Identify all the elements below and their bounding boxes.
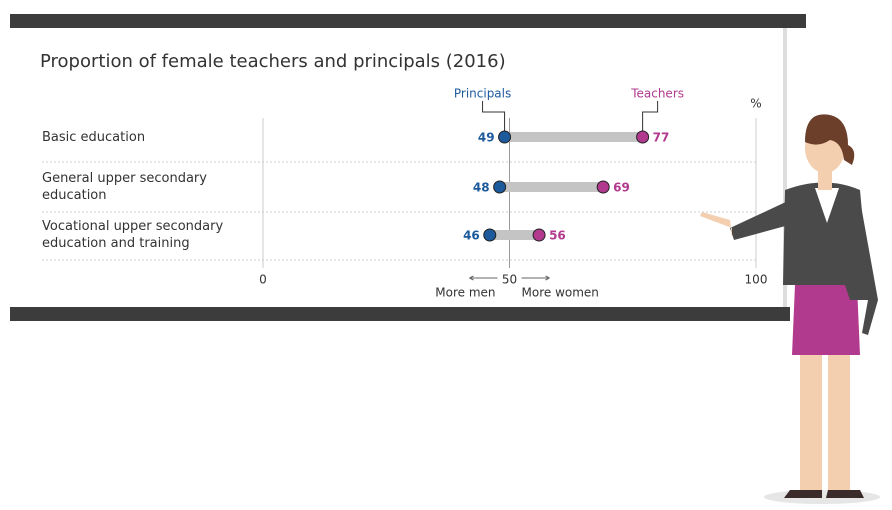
dot: [483, 228, 497, 242]
category-label: Vocational upper secondary education and…: [42, 219, 224, 251]
unit-label: %: [750, 97, 761, 111]
board-top: [10, 14, 806, 28]
x-tick-label: 100: [745, 273, 768, 287]
legend-label: Teachers: [630, 87, 684, 101]
connector: [499, 182, 604, 192]
dot: [532, 228, 546, 242]
value-label: 49: [478, 131, 495, 145]
dot: [596, 180, 610, 194]
value-label: 56: [549, 229, 566, 243]
annotation: More men: [435, 286, 495, 300]
chart-title: Proportion of female teachers and princi…: [40, 51, 506, 72]
board-bottom: [10, 307, 790, 321]
connector: [489, 230, 540, 240]
category-label: Basic education: [42, 129, 146, 145]
board: [20, 20, 784, 315]
value-label: 69: [613, 181, 630, 195]
leader-line: [642, 101, 659, 131]
value-label: 77: [653, 131, 670, 145]
x-tick-label: 0: [259, 273, 267, 287]
legend-label: Principals: [454, 87, 511, 101]
leader-line: [482, 101, 506, 131]
dot: [636, 130, 650, 144]
value-label: 48: [473, 181, 490, 195]
connector: [504, 132, 643, 142]
board-edge: [783, 28, 787, 310]
x-tick-label: 50: [502, 273, 517, 287]
dot: [493, 180, 507, 194]
woman: [700, 114, 880, 504]
category-label: General upper secondary education: [42, 171, 207, 203]
arrow: [469, 275, 550, 281]
value-label: 46: [463, 229, 480, 243]
annotation: More women: [522, 286, 599, 300]
dot: [498, 130, 512, 144]
